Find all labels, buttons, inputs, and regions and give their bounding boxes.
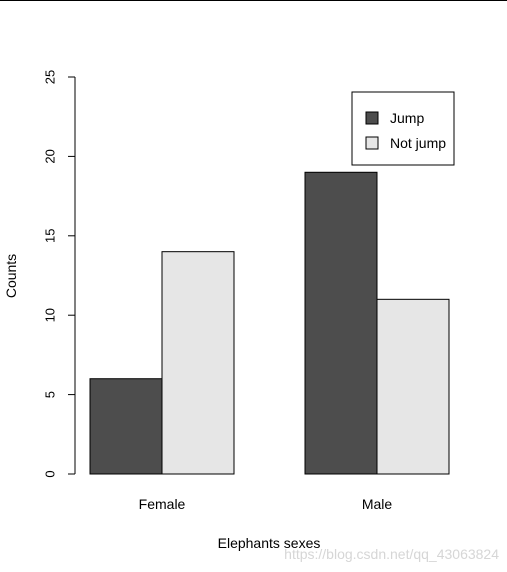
- bar-male-not-jump: [376, 298, 450, 475]
- legend-swatch: [365, 136, 379, 150]
- y-tick-label: 10: [43, 308, 58, 322]
- bar-male-jump: [304, 171, 378, 475]
- legend: Jump Not jump: [351, 91, 455, 166]
- y-tick-label: 0: [43, 470, 58, 477]
- legend-label: Jump: [390, 110, 424, 126]
- bar-female-not-jump: [161, 251, 235, 475]
- y-tick-label: 20: [43, 149, 58, 163]
- legend-label: Not jump: [390, 135, 446, 151]
- top-border-line: [0, 0, 507, 1]
- watermark: https://blog.csdn.net/qq_43063824: [284, 546, 499, 562]
- category-label: Male: [362, 496, 393, 512]
- category-label: Female: [139, 496, 186, 512]
- legend-swatch: [365, 111, 379, 125]
- y-tick-label: 5: [43, 391, 58, 398]
- legend-box: [351, 91, 455, 166]
- bars: [89, 171, 450, 475]
- y-axis-title: Counts: [3, 254, 19, 298]
- x-axis-title: Elephants sexes: [218, 535, 321, 551]
- y-tick-label: 15: [43, 229, 58, 243]
- category-labels: Female Male: [139, 496, 393, 512]
- y-axis: 0 5 10 15 20 25: [43, 70, 76, 478]
- bar-female-jump: [89, 378, 163, 475]
- y-tick-label: 25: [43, 70, 58, 84]
